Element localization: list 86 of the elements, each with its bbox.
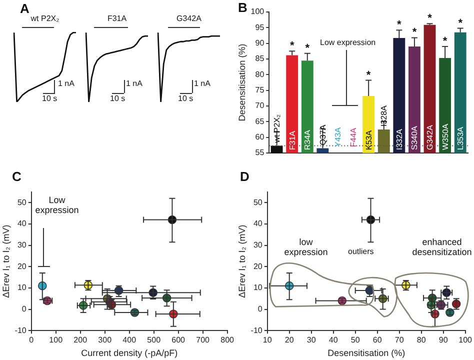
x-tick-label: 100: [49, 336, 64, 345]
x-tick-label: 800: [220, 336, 235, 345]
x-tick-label: R34A: [303, 129, 312, 150]
x-tick-label: 30: [306, 336, 316, 345]
x-tick-label: 90: [438, 336, 448, 345]
x-tick-label: 60: [372, 336, 382, 345]
x-tick-label: 600: [172, 336, 186, 345]
chart-title: F31A: [107, 14, 128, 24]
x-axis-title: Desensitisation (%): [328, 348, 406, 358]
data-label: *: [428, 12, 433, 25]
annotation: 10 s: [178, 94, 194, 104]
text: B: [238, 0, 248, 16]
y-tick-label: 0: [258, 304, 263, 314]
y-axis-title: Desensitisation (%): [236, 44, 247, 122]
annotation: 10 s: [42, 94, 58, 104]
x-tick-label: F31A: [288, 130, 297, 150]
chart-title: wt P2X₂: [30, 14, 60, 24]
x-tick-label: Q37A: [318, 124, 328, 146]
y-tick-label: 95: [255, 22, 265, 32]
y-tick-label: 30: [253, 240, 263, 250]
y-tick-label: 55: [255, 148, 265, 158]
x-tick-label: 200: [74, 336, 88, 345]
y-tick-label: 85: [255, 54, 265, 64]
annotation: Low expression: [35, 195, 79, 216]
annotation: outliers: [348, 247, 374, 257]
y-tick-label: 0: [22, 304, 27, 314]
y-tick-label: 65: [255, 116, 265, 126]
x-tick-label: W350A: [440, 123, 450, 150]
y-tick-label: 50: [17, 198, 27, 207]
data-label: *: [305, 42, 310, 54]
x-tick-label: 300: [98, 336, 112, 345]
x-tick-label: wt P2X₂: [272, 114, 282, 144]
y-axis-title: ΔErev I₁ to I₂ (mV): [0, 224, 11, 298]
x-tick-label: 0: [29, 336, 34, 345]
x-tick-label: 70: [394, 336, 404, 345]
y-tick-label: 50: [253, 198, 263, 207]
x-tick-label: L353A: [456, 126, 466, 150]
y-tick-label: -10: [14, 326, 27, 335]
data-label: *: [442, 36, 448, 48]
y-tick-label: 80: [255, 70, 265, 79]
x-tick-label: I332A: [394, 128, 404, 150]
x-axis-title: Current density (-pA/pF): [81, 348, 178, 358]
x-tick-label: G342A: [425, 124, 434, 150]
data-label: *: [412, 26, 418, 39]
x-tick-label: S340A: [410, 125, 420, 150]
annotation: 10 s: [110, 94, 126, 104]
x-tick-label: F44A: [348, 127, 358, 147]
y-tick-label: 90: [255, 38, 265, 48]
x-tick-label: K53A: [364, 130, 374, 150]
x-tick-label: 700: [196, 336, 210, 345]
data-label: *: [366, 69, 372, 82]
annotation: low expression: [283, 237, 329, 258]
x-tick-label: 500: [147, 336, 162, 345]
y-tick-label: 10: [253, 283, 263, 292]
annotation: 1 nA: [194, 79, 210, 89]
x-tick-label: 10: [262, 336, 272, 345]
y-tick-label: 75: [255, 86, 265, 95]
x-tick-label: Y43A: [334, 126, 343, 147]
data-label: *: [290, 40, 295, 52]
x-tick-label: 400: [122, 336, 137, 345]
y-tick-label: -10: [250, 326, 263, 335]
y-tick-label: 70: [255, 101, 265, 110]
data-label: *: [397, 19, 402, 32]
chart-title: G342A: [176, 14, 202, 24]
y-tick-label: 10: [17, 283, 27, 292]
x-tick-label: 50: [350, 336, 360, 345]
x-tick-label: I328A: [380, 104, 389, 126]
y-tick-label: 30: [17, 240, 27, 250]
x-tick-label: 80: [416, 336, 426, 345]
y-tick-label: 20: [253, 262, 263, 271]
x-tick-label: 100: [458, 336, 473, 345]
y-tick-label: 20: [17, 262, 27, 271]
annotation: Low expression: [320, 38, 376, 48]
text: C: [12, 169, 22, 184]
x-tick-label: 20: [284, 336, 294, 345]
text: D: [240, 169, 250, 184]
y-tick-label: 100: [250, 7, 265, 16]
y-tick-label: 40: [17, 219, 27, 228]
data-label: *: [458, 17, 464, 30]
x-tick-label: 40: [328, 336, 338, 345]
y-tick-label: 40: [253, 219, 263, 228]
annotation: 1 nA: [58, 79, 74, 89]
y-axis-title: ΔErev I₁ to I₂ (mV): [236, 224, 247, 298]
annotation: enhanced desensitization: [411, 237, 473, 258]
annotation: 1 nA: [126, 79, 142, 89]
text: A: [20, 1, 30, 16]
